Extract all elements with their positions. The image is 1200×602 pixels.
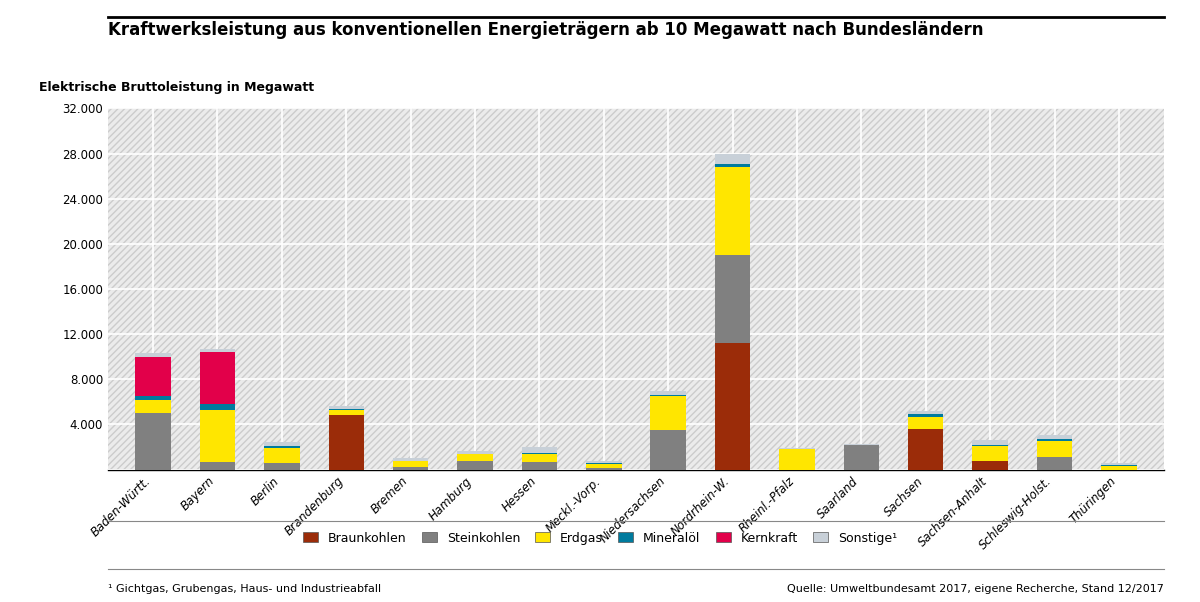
Bar xyxy=(972,446,1008,461)
Bar xyxy=(908,411,943,414)
Bar xyxy=(1037,441,1073,457)
Bar xyxy=(972,440,1008,445)
Bar xyxy=(199,352,235,404)
Bar xyxy=(650,430,686,470)
Text: Kraftwerksleistung aus konventionellen Energieträgern ab 10 Megawatt nach Bundes: Kraftwerksleistung aus konventionellen E… xyxy=(108,21,984,39)
Bar xyxy=(586,465,622,468)
Bar xyxy=(199,349,235,352)
Bar xyxy=(1102,465,1136,470)
Bar xyxy=(844,444,880,445)
Legend: Braunkohlen, Steinkohlen, Erdgas, Mineralöl, Kernkraft, Sonstige¹: Braunkohlen, Steinkohlen, Erdgas, Minera… xyxy=(304,532,896,545)
Bar xyxy=(522,454,557,462)
Bar xyxy=(779,448,815,449)
Bar xyxy=(392,467,428,470)
Bar xyxy=(1037,457,1073,470)
Bar xyxy=(199,410,235,462)
Bar xyxy=(457,454,493,461)
Bar xyxy=(136,396,170,400)
Bar xyxy=(522,462,557,470)
Bar xyxy=(650,395,686,396)
Bar xyxy=(457,461,493,470)
Bar xyxy=(457,451,493,454)
Bar xyxy=(329,415,364,470)
Bar xyxy=(264,442,300,447)
Bar xyxy=(392,458,428,461)
Bar xyxy=(522,447,557,453)
Bar xyxy=(972,461,1008,470)
Bar xyxy=(972,445,1008,446)
Bar xyxy=(264,447,300,448)
Bar xyxy=(715,164,750,167)
Bar xyxy=(715,154,750,164)
Bar xyxy=(136,353,170,356)
Bar xyxy=(264,463,300,470)
Bar xyxy=(908,429,943,470)
Text: ¹ Gichtgas, Grubengas, Haus- und Industrieabfall: ¹ Gichtgas, Grubengas, Haus- und Industr… xyxy=(108,584,382,594)
Bar xyxy=(329,410,364,415)
Bar xyxy=(136,413,170,470)
Bar xyxy=(586,461,622,464)
Bar xyxy=(136,400,170,413)
Bar xyxy=(908,417,943,429)
Bar xyxy=(1102,463,1136,465)
Bar xyxy=(650,391,686,395)
Bar xyxy=(1037,439,1073,441)
Bar xyxy=(136,356,170,396)
Bar xyxy=(1037,435,1073,439)
Text: Elektrische Bruttoleistung in Megawatt: Elektrische Bruttoleistung in Megawatt xyxy=(40,81,314,94)
Bar xyxy=(715,343,750,470)
Bar xyxy=(650,396,686,430)
Bar xyxy=(586,464,622,465)
Bar xyxy=(199,462,235,470)
Bar xyxy=(264,448,300,463)
Bar xyxy=(329,409,364,410)
Bar xyxy=(715,255,750,343)
Bar xyxy=(779,449,815,470)
Bar xyxy=(199,404,235,410)
Bar xyxy=(908,414,943,417)
Bar xyxy=(715,167,750,255)
Bar xyxy=(586,468,622,470)
Bar xyxy=(392,461,428,467)
Bar xyxy=(329,406,364,409)
Bar xyxy=(522,453,557,454)
Text: Quelle: Umweltbundesamt 2017, eigene Recherche, Stand 12/2017: Quelle: Umweltbundesamt 2017, eigene Rec… xyxy=(787,584,1164,594)
Bar xyxy=(844,445,880,470)
